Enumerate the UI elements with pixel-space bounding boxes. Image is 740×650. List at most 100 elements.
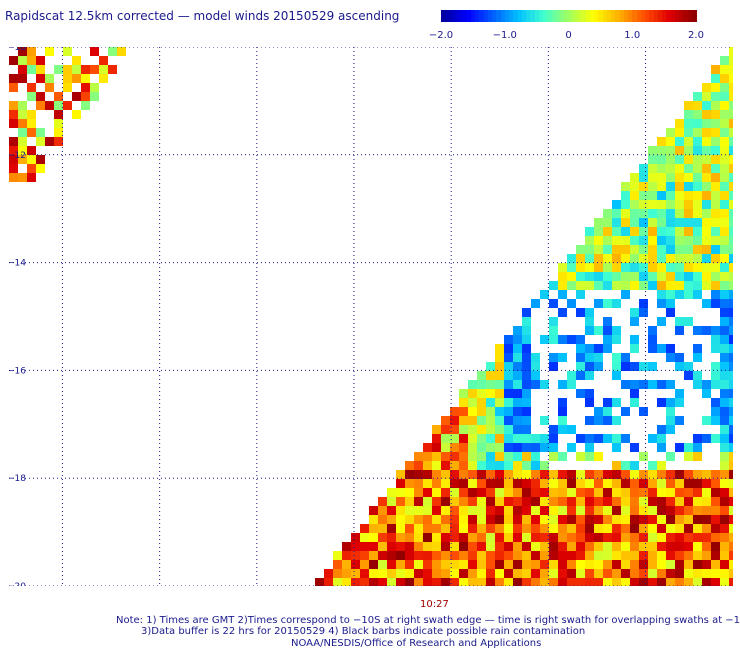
wind-cell xyxy=(657,497,666,506)
colorbar-segment xyxy=(581,10,587,22)
wind-cell xyxy=(576,578,585,586)
wind-cell xyxy=(693,551,702,560)
wind-cell xyxy=(720,92,729,101)
colorbar-segment xyxy=(530,10,536,22)
wind-cell xyxy=(45,137,54,146)
wind-cell xyxy=(702,488,711,497)
wind-cell xyxy=(585,524,594,533)
colorbar-segment xyxy=(466,10,472,22)
wind-cell xyxy=(603,326,612,335)
wind-cell xyxy=(414,488,423,497)
wind-cell xyxy=(9,56,18,65)
wind-cell xyxy=(729,344,733,353)
wind-cell xyxy=(693,470,702,479)
wind-cell xyxy=(504,380,513,389)
wind-cell xyxy=(666,209,675,218)
wind-cell xyxy=(675,362,684,371)
wind-cell xyxy=(594,416,603,425)
wind-cell xyxy=(495,416,504,425)
wind-cell xyxy=(396,569,405,578)
wind-cell xyxy=(441,551,450,560)
wind-cell xyxy=(612,461,621,470)
wind-cell xyxy=(666,155,675,164)
wind-cell xyxy=(504,578,513,586)
wind-cell xyxy=(729,110,733,119)
wind-cell xyxy=(477,515,486,524)
wind-cell xyxy=(702,218,711,227)
wind-cell xyxy=(549,470,558,479)
wind-cell xyxy=(720,155,729,164)
wind-cell xyxy=(603,236,612,245)
wind-cell xyxy=(693,569,702,578)
wind-cell xyxy=(549,299,558,308)
colorbar-tick-label: 2.0 xyxy=(688,30,704,41)
wind-cell xyxy=(18,56,27,65)
wind-cell xyxy=(576,479,585,488)
wind-cell xyxy=(720,389,729,398)
wind-cell xyxy=(576,308,585,317)
wind-cell xyxy=(540,335,549,344)
wind-cell xyxy=(729,92,733,101)
wind-cell xyxy=(666,272,675,281)
colorbar-tick-label: −1.0 xyxy=(492,30,517,41)
wind-cell xyxy=(675,479,684,488)
wind-cell xyxy=(414,524,423,533)
wind-cell xyxy=(495,524,504,533)
wind-cell xyxy=(18,65,27,74)
wind-cell xyxy=(396,506,405,515)
wind-cell xyxy=(612,560,621,569)
wind-cell xyxy=(612,218,621,227)
wind-cell xyxy=(630,245,639,254)
wind-cell xyxy=(594,218,603,227)
wind-cell xyxy=(702,434,711,443)
wind-cell xyxy=(549,281,558,290)
wind-cell xyxy=(612,209,621,218)
wind-cell xyxy=(9,74,18,83)
wind-cell xyxy=(603,560,612,569)
wind-cell xyxy=(729,497,733,506)
wind-cell xyxy=(36,101,45,110)
wind-cell xyxy=(513,452,522,461)
colorbar-segment xyxy=(483,10,489,22)
wind-cell xyxy=(504,560,513,569)
wind-cell xyxy=(432,452,441,461)
wind-cell xyxy=(711,137,720,146)
wind-cell xyxy=(639,380,648,389)
wind-cell xyxy=(576,551,585,560)
wind-cell xyxy=(81,65,90,74)
wind-cell xyxy=(369,551,378,560)
colorbar-segment xyxy=(504,10,510,22)
wind-cell xyxy=(549,335,558,344)
colorbar-segment xyxy=(445,10,451,22)
colorbar-segment xyxy=(479,10,485,22)
wind-cell xyxy=(459,398,468,407)
wind-cell xyxy=(369,515,378,524)
wind-cell xyxy=(576,290,585,299)
wind-cell xyxy=(585,515,594,524)
wind-cell xyxy=(90,92,99,101)
wind-cell xyxy=(684,137,693,146)
lat-tick-label: −16 xyxy=(9,366,26,376)
wind-cell xyxy=(720,101,729,110)
wind-cell xyxy=(63,47,72,56)
wind-cell xyxy=(639,254,648,263)
wind-cell xyxy=(621,470,630,479)
wind-cell xyxy=(711,416,720,425)
wind-cell xyxy=(621,533,630,542)
wind-cell xyxy=(27,128,36,137)
colorbar-segment xyxy=(594,10,599,22)
wind-cell xyxy=(720,110,729,119)
wind-cell xyxy=(558,452,567,461)
wind-cell xyxy=(666,524,675,533)
wind-cell xyxy=(531,578,540,586)
wind-cell xyxy=(459,434,468,443)
wind-cell xyxy=(414,479,423,488)
wind-cell xyxy=(468,515,477,524)
colorbar-segment xyxy=(513,10,519,22)
wind-cell xyxy=(657,272,666,281)
wind-cell xyxy=(18,74,27,83)
wind-cell xyxy=(585,362,594,371)
wind-cell xyxy=(612,515,621,524)
wind-cell xyxy=(585,398,594,407)
wind-cell xyxy=(603,470,612,479)
